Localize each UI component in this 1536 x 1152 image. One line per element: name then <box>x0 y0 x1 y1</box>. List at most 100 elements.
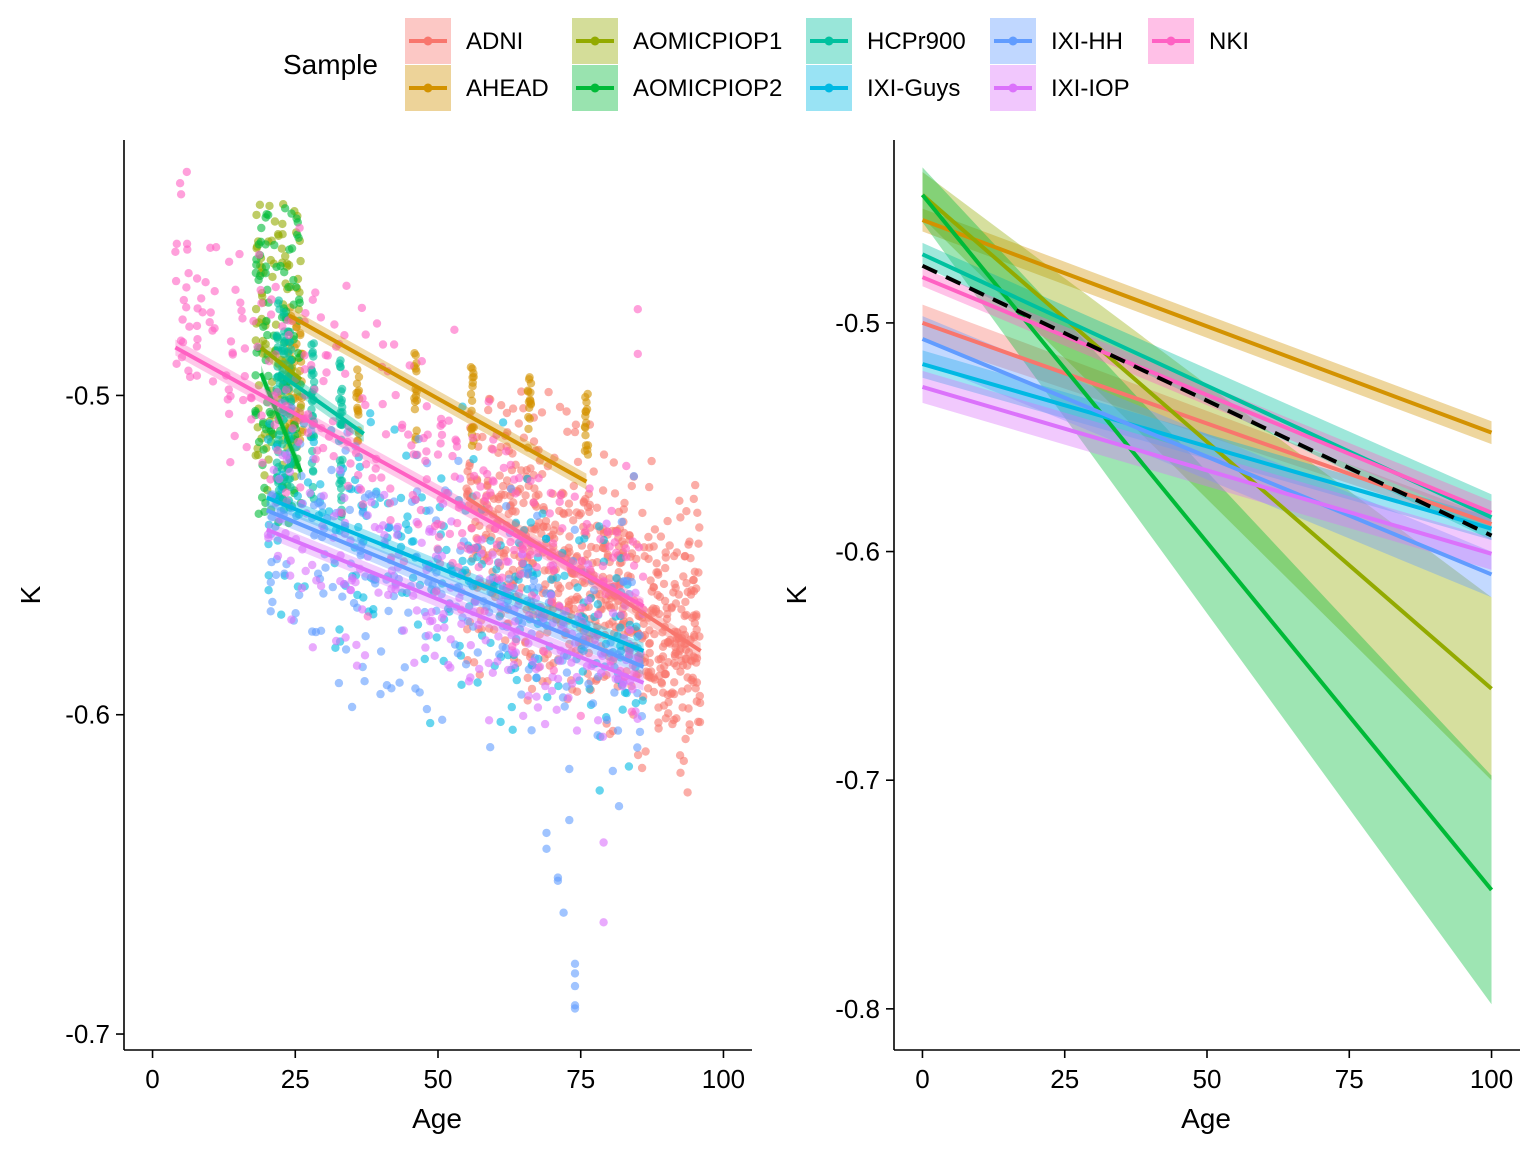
point-ADNI <box>541 580 550 589</box>
point-IXI-HH <box>528 583 537 592</box>
point-NKI <box>389 340 399 349</box>
point-ADNI <box>694 539 703 548</box>
point-AOMICPIOP2 <box>261 262 271 271</box>
point-IXI-IOP <box>409 591 418 600</box>
point-ADNI <box>670 579 679 589</box>
point-NKI <box>546 488 555 498</box>
point-IXI-HH <box>361 572 370 581</box>
point-AHEAD <box>412 367 421 376</box>
point-IXI-HH <box>495 650 504 659</box>
point-ADNI <box>550 453 559 462</box>
point-IXI-HH <box>602 715 612 725</box>
point-NKI <box>434 532 444 541</box>
point-AOMICPIOP1 <box>260 471 269 480</box>
left-y-tick-label: -0.7 <box>65 1019 110 1049</box>
point-IXI-IOP <box>412 606 422 615</box>
point-NKI <box>372 319 382 328</box>
point-ADNI <box>695 717 705 727</box>
point-IXI-Guys <box>264 520 274 530</box>
point-NKI <box>182 283 191 292</box>
point-IXI-IOP <box>421 643 430 652</box>
point-NKI <box>171 247 180 256</box>
point-NKI <box>231 285 240 294</box>
point-NKI <box>223 395 232 404</box>
point-NKI <box>549 666 558 675</box>
point-NKI <box>254 250 264 259</box>
point-NKI <box>627 707 636 716</box>
point-NKI <box>468 433 477 443</box>
point-IXI-Guys <box>335 625 344 634</box>
point-ADNI <box>543 628 552 637</box>
point-NKI <box>534 610 543 619</box>
left-x-tick-label: 100 <box>702 1064 745 1094</box>
point-IXI-Guys <box>458 402 467 411</box>
point-IXI-Guys <box>396 493 406 503</box>
point-NKI <box>205 318 214 327</box>
point-AHEAD <box>581 407 590 416</box>
point-IXI-IOP <box>485 575 495 584</box>
point-AHEAD <box>526 388 535 397</box>
point-NKI <box>301 309 310 318</box>
point-NKI <box>437 430 447 440</box>
point-NKI <box>391 390 400 400</box>
point-AOMICPIOP2 <box>294 349 303 358</box>
point-IXI-Guys <box>318 508 327 517</box>
point-AOMICPIOP1 <box>252 210 261 220</box>
point-IXI-Guys <box>366 418 375 427</box>
point-ADNI <box>573 457 583 467</box>
point-NKI <box>249 316 258 326</box>
point-ADNI <box>684 540 693 549</box>
point-ADNI <box>650 525 660 534</box>
point-ADNI <box>654 570 663 579</box>
point-NKI <box>226 458 235 467</box>
point-ADNI <box>659 701 669 710</box>
point-NKI <box>603 527 613 536</box>
point-IXI-IOP <box>285 467 294 477</box>
point-NKI <box>518 542 527 551</box>
point-IXI-HH <box>610 688 619 697</box>
point-NKI <box>622 553 631 562</box>
point-IXI-Guys <box>541 534 551 544</box>
point-NKI <box>175 179 185 188</box>
point-NKI <box>184 366 193 375</box>
point-IXI-IOP <box>319 491 328 500</box>
point-AHEAD <box>467 396 477 405</box>
point-ADNI <box>555 402 565 412</box>
point-NKI <box>273 446 282 455</box>
point-ADNI <box>689 611 698 620</box>
point-ADNI <box>478 432 487 442</box>
point-IXI-IOP <box>631 588 640 597</box>
point-IXI-HH <box>276 506 286 516</box>
point-IXI-IOP <box>286 571 295 580</box>
point-IXI-HH <box>384 606 393 616</box>
point-IXI-HH <box>461 660 471 669</box>
legend-label-nki: NKI <box>1209 28 1249 55</box>
point-ADNI <box>469 658 479 667</box>
point-NKI <box>178 315 187 324</box>
point-NKI <box>458 529 467 538</box>
point-NKI <box>585 484 594 493</box>
point-IXI-IOP <box>380 490 389 500</box>
point-IXI-HH <box>584 679 593 689</box>
left-x-tick-label: 25 <box>281 1064 310 1094</box>
point-NKI <box>342 281 351 290</box>
point-NKI <box>310 385 319 394</box>
point-IXI-IOP <box>329 512 339 521</box>
point-NKI <box>421 456 430 466</box>
point-IXI-HH <box>267 557 276 567</box>
fit-line-aomicpiop1 <box>259 345 303 382</box>
point-HCPr900 <box>286 394 295 404</box>
point-HCPr900 <box>309 467 318 476</box>
point-IXI-HH <box>360 677 369 686</box>
point-NKI <box>629 561 639 570</box>
point-ADNI <box>496 547 505 557</box>
fit-line-nki <box>174 345 645 608</box>
point-HCPr900 <box>336 356 345 365</box>
point-IXI-HH <box>341 446 350 455</box>
point-IXI-IOP <box>619 679 628 688</box>
point-NKI <box>182 303 191 312</box>
point-IXI-Guys <box>264 571 273 580</box>
point-IXI-IOP <box>340 518 350 528</box>
point-NKI <box>436 439 445 448</box>
point-NKI <box>488 445 498 454</box>
